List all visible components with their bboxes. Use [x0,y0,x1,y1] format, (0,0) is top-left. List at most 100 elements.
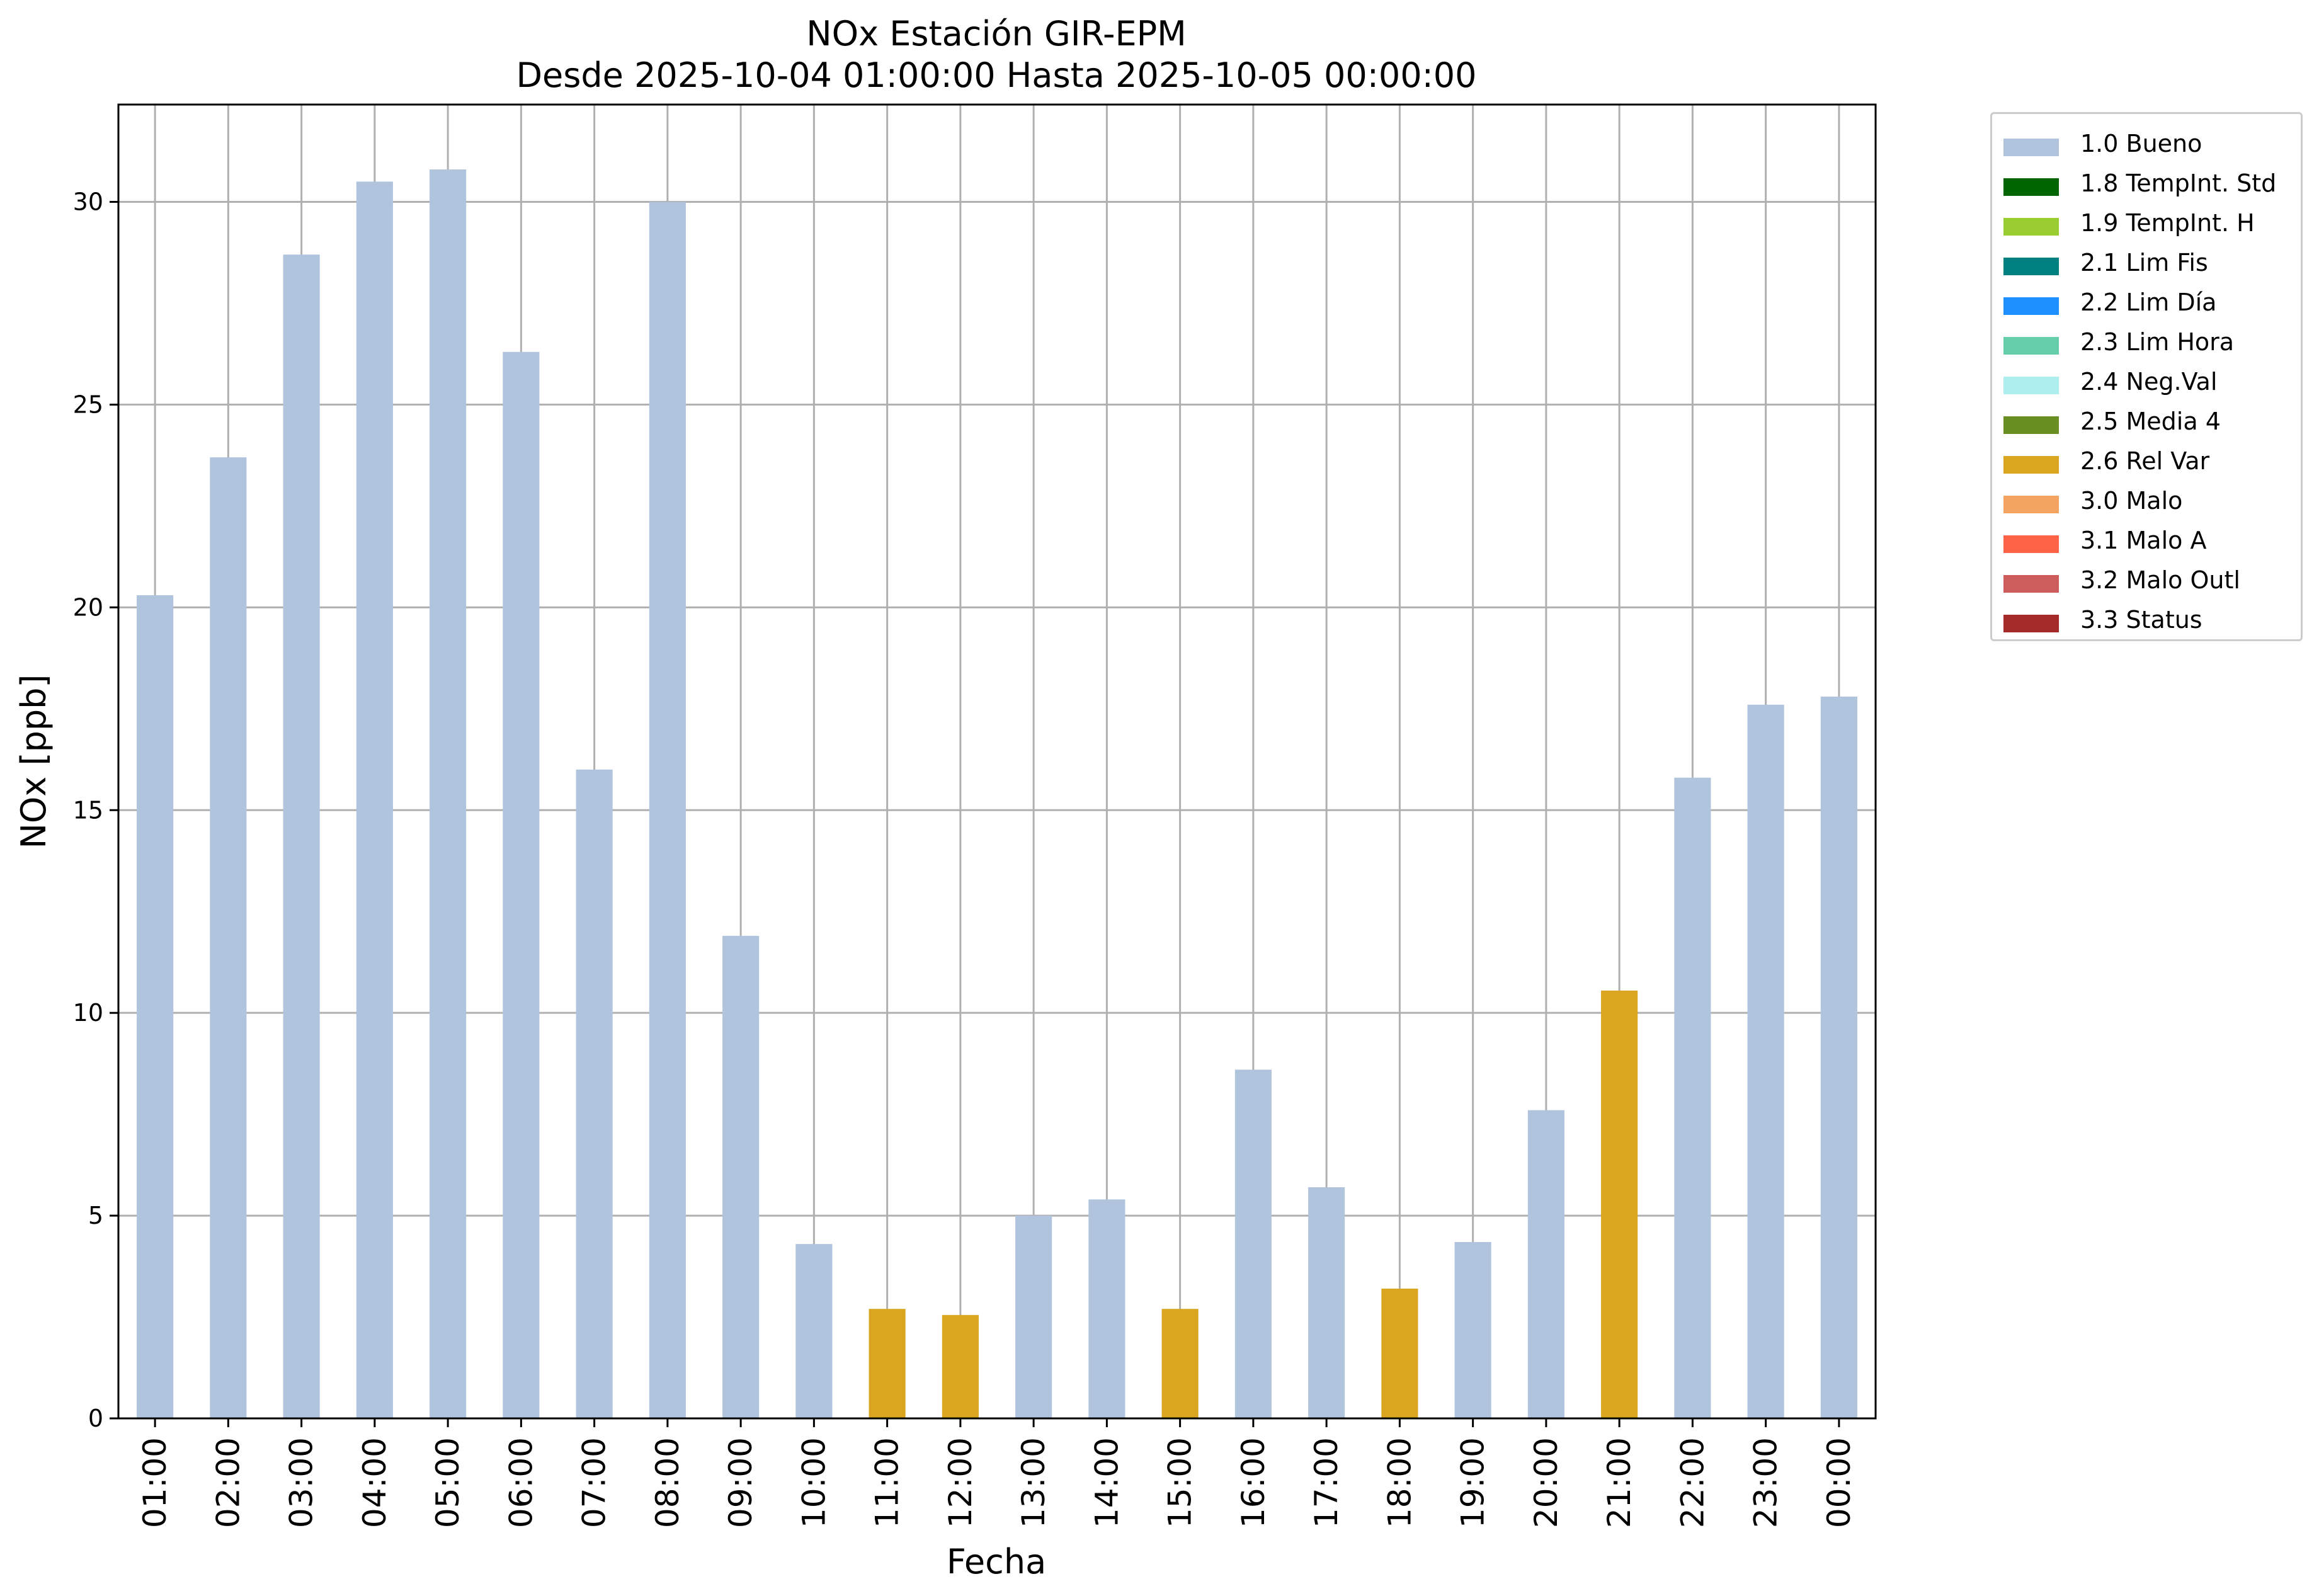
legend-item: 3.0 Malo [1992,484,2301,523]
bar [795,1244,833,1418]
legend-label: 2.6 Rel Var [2080,447,2210,475]
x-tick-label: 06:00 [503,1437,539,1528]
bar [1601,990,1638,1418]
legend-swatch [2003,615,2059,632]
legend-swatch [2003,218,2059,236]
legend-item: 2.6 Rel Var [1992,444,2301,483]
legend-label: 2.3 Lim Hora [2080,328,2235,356]
bars-group [137,169,1857,1419]
x-tick-label: 21:00 [1601,1437,1638,1528]
legend-label: 2.4 Neg.Val [2080,368,2218,396]
bar [503,351,540,1418]
bar [1088,1199,1125,1418]
legend-swatch [2003,575,2059,593]
chart-subtitle: Desde 2025-10-04 01:00:00 Hasta 2025-10-… [516,55,1476,95]
legend-item: 2.1 Lim Fis [1992,246,2301,285]
legend: 1.0 Bueno 1.8 TempInt. Std 1.9 TempInt. H 2… [1990,112,2303,641]
x-tick-label: 02:00 [210,1437,246,1528]
legend-item: 2.3 Lim Hora [1992,325,2301,364]
bar [1674,777,1711,1418]
legend-swatch [2003,416,2059,434]
legend-item: 1.9 TempInt. H [1992,206,2301,245]
legend-item: 3.1 Malo A [1992,523,2301,562]
bar [576,769,613,1418]
legend-item: 1.0 Bueno [1992,127,2301,166]
legend-swatch [2003,258,2059,275]
legend-label: 1.9 TempInt. H [2080,209,2255,237]
x-axis: 01:00 02:00 03:00 04:00 05:00 06:00 07:00 08:00… [137,1418,1857,1528]
bar [283,254,320,1418]
x-tick-label: 23:00 [1748,1437,1784,1528]
x-tick-label: 09:00 [722,1437,759,1528]
legend-item: 3.2 Malo Outl [1992,563,2301,602]
bar [1527,1110,1564,1418]
legend-label: 2.2 Lim Día [2080,288,2217,316]
legend-swatch [2003,337,2059,355]
y-tick-label: 20 [73,593,103,621]
x-tick-label: 14:00 [1088,1437,1125,1528]
y-axis: 0 5 10 15 20 25 30 [73,188,118,1432]
y-tick-label: 25 [73,390,103,418]
legend-label: 2.1 Lim Fis [2080,249,2208,276]
legend-label: 2.5 Media 4 [2080,408,2221,435]
bar [1161,1309,1199,1418]
x-tick-label: 00:00 [1821,1437,1857,1528]
x-tick-label: 17:00 [1308,1437,1345,1528]
x-tick-label: 19:00 [1455,1437,1491,1528]
y-tick-label: 5 [88,1202,103,1229]
bar [869,1309,906,1418]
x-axis-label: Fecha [947,1542,1046,1582]
x-tick-label: 05:00 [430,1437,466,1528]
legend-swatch [2003,456,2059,474]
y-tick-label: 30 [73,188,103,216]
x-tick-label: 20:00 [1528,1437,1564,1528]
legend-swatch [2003,178,2059,196]
bar [1820,696,1857,1418]
x-tick-label: 13:00 [1015,1437,1052,1528]
legend-swatch [2003,139,2059,156]
x-tick-label: 03:00 [283,1437,320,1528]
bar [1234,1069,1272,1418]
x-tick-label: 10:00 [795,1437,832,1528]
x-tick-label: 07:00 [576,1437,613,1528]
y-tick-label: 0 [88,1405,103,1432]
legend-label: 1.8 TempInt. Std [2080,169,2277,197]
x-tick-label: 04:00 [356,1437,393,1528]
bar [1381,1288,1418,1418]
legend-item: 2.4 Neg.Val [1992,365,2301,404]
bar [1454,1241,1491,1418]
legend-label: 3.0 Malo [2080,487,2183,515]
bar [722,935,760,1418]
y-tick-label: 15 [73,796,103,824]
legend-label: 3.1 Malo A [2080,527,2207,554]
x-tick-label: 22:00 [1674,1437,1711,1528]
legend-item: 1.8 TempInt. Std [1992,166,2301,205]
x-tick-label: 18:00 [1381,1437,1418,1528]
legend-label: 3.3 Status [2080,606,2202,634]
x-tick-label: 11:00 [869,1437,906,1528]
bar [210,457,247,1418]
x-tick-label: 16:00 [1235,1437,1272,1528]
legend-item: 2.5 Media 4 [1992,404,2301,443]
legend-swatch [2003,297,2059,315]
bar [356,181,393,1418]
chart-title: NOx Estación GIR-EPM [806,14,1187,54]
bar [137,595,174,1418]
x-tick-label: 12:00 [942,1437,979,1528]
legend-swatch [2003,535,2059,553]
plot-frame [117,103,1877,1420]
bar [649,202,686,1418]
legend-label: 3.2 Malo Outl [2080,566,2240,594]
bar [1747,704,1784,1418]
y-axis-label: NOx [ppb] [14,675,54,849]
legend-item: 2.2 Lim Día [1992,285,2301,324]
x-tick-label: 15:00 [1162,1437,1199,1528]
y-tick-label: 10 [73,999,103,1027]
bar [430,169,467,1419]
legend-swatch [2003,496,2059,513]
x-tick-label: 08:00 [649,1437,686,1528]
x-tick-label: 01:00 [137,1437,173,1528]
legend-label: 1.0 Bueno [2080,130,2202,157]
bar [942,1314,979,1418]
